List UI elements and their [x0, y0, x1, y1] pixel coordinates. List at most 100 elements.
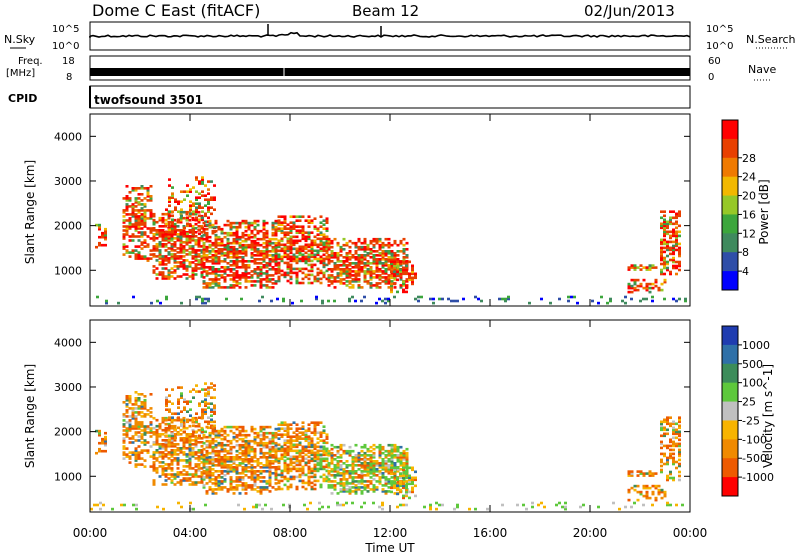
heatmap-cell [342, 262, 346, 265]
heatmap-cell [223, 480, 227, 483]
heatmap-cell [648, 486, 652, 490]
heatmap-cell [155, 441, 159, 444]
heatmap-cell [256, 223, 260, 227]
heatmap-cell [155, 443, 159, 446]
velocity-ylabel: Slant Range [km] [23, 364, 37, 468]
heatmap-cell [134, 417, 138, 420]
heatmap-cell [198, 214, 201, 218]
heatmap-cell [369, 250, 373, 253]
heatmap-cell [205, 472, 209, 475]
heatmap-cell [202, 250, 206, 253]
heatmap-cell [232, 252, 236, 255]
heatmap-cell [131, 413, 135, 416]
heatmap-cell [253, 478, 257, 481]
heatmap-cell [301, 471, 305, 475]
heatmap-cell [327, 278, 331, 281]
heatmap-cell [286, 485, 290, 489]
heatmap-cell [253, 441, 257, 445]
heatmap-cell [122, 425, 126, 428]
heatmap-cell [214, 478, 218, 481]
heatmap-cell [345, 254, 349, 257]
heatmap-cell [104, 435, 107, 439]
heatmap-cell [208, 282, 212, 285]
heatmap-cell [330, 458, 334, 461]
heatmap-cell [205, 449, 209, 453]
heatmap-cell [173, 255, 177, 258]
heatmap-cell [213, 410, 216, 413]
heatmap-cell [304, 433, 308, 436]
heatmap-cell [298, 427, 302, 430]
heatmap-cell [186, 194, 189, 197]
heatmap-cell [174, 206, 177, 209]
heatmap-cell [336, 456, 340, 459]
heatmap-cell [179, 255, 183, 258]
heatmap-cell [313, 227, 317, 230]
heatmap-cell [369, 282, 373, 285]
heatmap-cell [170, 441, 174, 444]
heatmap-cell [298, 251, 302, 255]
heatmap-cell [339, 282, 343, 285]
heatmap-cell [348, 272, 352, 275]
heatmap-cell [173, 218, 177, 222]
freq-strip: Freq. [MHz] 18 8 60 0 Nave [6, 55, 776, 83]
heatmap-cell [244, 239, 248, 243]
heatmap-cell [666, 446, 669, 450]
heatmap-cell [158, 233, 162, 236]
heatmap-cell [660, 496, 664, 500]
heatmap-cell [137, 431, 141, 434]
heatmap-cell [188, 247, 192, 250]
heatmap-cell [211, 229, 215, 233]
heatmap-cell [207, 202, 210, 205]
heatmap-cell [122, 221, 126, 224]
heatmap-cell [369, 270, 373, 273]
heatmap-cell [310, 249, 314, 253]
heatmap-cell [393, 241, 397, 245]
heatmap-cell [354, 258, 358, 261]
heatmap-cell [134, 397, 138, 400]
heatmap-cell [675, 422, 678, 426]
heatmap-cell [149, 217, 153, 220]
heatmap-cell [155, 467, 159, 470]
heatmap-cell [170, 449, 174, 452]
heatmap-cell [167, 233, 171, 236]
heatmap-cell [194, 475, 198, 478]
heatmap-cell [354, 252, 358, 255]
heatmap-cell [188, 418, 192, 422]
heatmap-cell [208, 468, 212, 471]
heatmap-cell [217, 464, 221, 467]
heatmap-cell [174, 412, 177, 415]
heatmap-cell [226, 472, 230, 475]
nave-tick-high: 60 [708, 56, 721, 67]
heatmap-cell [134, 415, 138, 418]
heatmap-cell [268, 425, 272, 429]
heatmap-cell [286, 227, 290, 230]
heatmap-cell [262, 435, 266, 439]
heatmap-cell [396, 466, 399, 470]
heatmap-cell [173, 225, 177, 228]
heatmap-cell [357, 474, 361, 477]
heatmap-cell [220, 254, 224, 257]
heatmap-cell [170, 479, 174, 482]
heatmap-cell [678, 458, 681, 462]
heatmap-cell [348, 476, 352, 479]
heatmap-cell [128, 251, 132, 254]
heatmap-cell [149, 231, 153, 234]
heatmap-cell [283, 225, 287, 228]
heatmap-cell [315, 295, 318, 299]
heatmap-cell [411, 280, 414, 284]
heatmap-cell [146, 227, 150, 230]
heatmap-cell [205, 466, 209, 469]
heatmap-cell [360, 454, 364, 457]
heatmap-cell [354, 241, 358, 245]
heatmap-cell [387, 478, 391, 481]
heatmap-cell [217, 441, 221, 445]
heatmap-cell [277, 261, 281, 265]
heatmap-cell [286, 487, 290, 491]
heatmap-cell [182, 259, 186, 262]
heatmap-cell [286, 477, 290, 481]
heatmap-cell [277, 467, 281, 471]
heatmap-cell [164, 239, 168, 242]
heatmap-cell [125, 403, 129, 406]
heatmap-cell [164, 453, 168, 456]
heatmap-cell [226, 243, 230, 247]
